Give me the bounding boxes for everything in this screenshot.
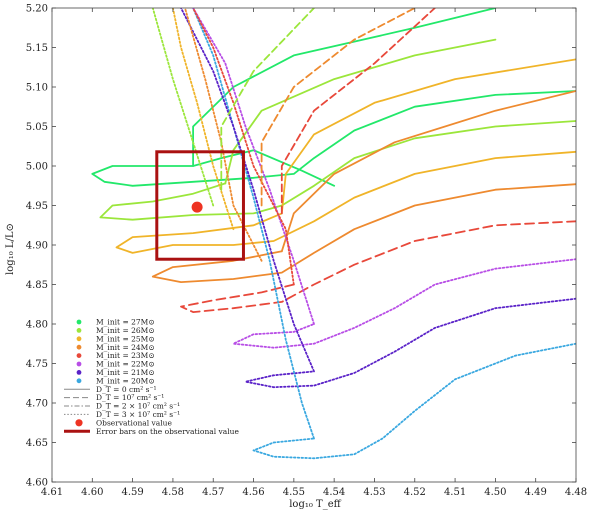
x-tick-label: 4.51 [444, 487, 466, 498]
legend-marker [76, 353, 82, 358]
series-line-26-solid2 [224, 38, 497, 185]
x-tick-label: 4.49 [525, 487, 547, 498]
series-line-23-dashed2 [280, 8, 436, 215]
x-tick-label: 4.57 [202, 487, 224, 498]
legend-entry-label: D_T = 2 × 10⁷ cm² s⁻¹ [96, 402, 180, 411]
legend-entry-label: D_T = 0 cm² s⁻¹ [96, 385, 157, 394]
y-tick-label: 4.60 [26, 478, 48, 489]
series-line-21-dotted [244, 297, 576, 389]
y-tick-label: 4.95 [26, 201, 48, 212]
series-line-26-dotted2 [151, 8, 215, 207]
series-line-24-dotted2 [184, 8, 263, 262]
x-axis-label: log₁₀ T_eff [289, 499, 341, 510]
legend-marker [76, 328, 82, 333]
series-line-25-dotted2 [172, 8, 235, 231]
y-tick-label: 5.10 [26, 83, 48, 94]
y-tick-label: 5.05 [26, 122, 48, 133]
legend-marker [76, 370, 82, 375]
x-tick-label: 4.52 [404, 487, 426, 498]
plot-area [91, 8, 576, 460]
series-line-23-dashed [180, 220, 576, 313]
legend-entry-label: M_init = 27M⊙ [96, 318, 155, 327]
y-tick-label: 4.70 [26, 399, 48, 410]
error-box [155, 150, 245, 261]
legend-entry-label: M_init = 20M⊙ [96, 376, 155, 385]
y-tick-label: 5.15 [26, 43, 48, 54]
legend-marker [76, 378, 82, 384]
legend-marker [76, 319, 82, 325]
y-tick-label: 4.80 [26, 320, 48, 331]
legend-marker [76, 344, 82, 350]
series-line-25-solid2 [280, 58, 576, 215]
legend-entry-label: Observational value [96, 418, 172, 427]
legend-entry-label: M_init = 25M⊙ [96, 334, 155, 343]
legend-entry-label: M_init = 26M⊙ [96, 326, 155, 335]
x-tick-label: 4.54 [323, 487, 345, 498]
legend-entry-label: M_init = 23M⊙ [96, 351, 155, 360]
y-tick-label: 4.65 [26, 438, 48, 449]
x-tick-label: 4.60 [81, 487, 103, 498]
series-line-27-solid2 [192, 8, 497, 167]
y-axis-label: log₁₀ L/L⊙ [5, 223, 16, 275]
series-line-20-dotted2 [192, 8, 315, 440]
legend-entry-label: Error bars on the observational value [96, 427, 239, 436]
legend-entry-label: M_init = 21M⊙ [96, 368, 155, 377]
x-tick-label: 4.55 [283, 487, 305, 498]
series-line-24-dashed2 [260, 8, 416, 207]
series-line-20-dotted [252, 342, 576, 460]
series-line-23-dotted2 [192, 8, 295, 286]
series-line-24-solid [151, 183, 576, 283]
x-tick-label: 4.50 [484, 487, 506, 498]
series-line-27-solid [91, 90, 576, 187]
legend-entry-label: M_init = 22M⊙ [96, 360, 155, 369]
series-line-22-dotted [232, 258, 576, 349]
y-tick-label: 5.00 [26, 162, 48, 173]
axes: 4.61 4.60 4.59 4.58 4.57 4.56 4.55 4.54 4.53 4.52… [26, 4, 587, 499]
series-line-26-solid [99, 120, 576, 221]
legend-entry-label: M_init = 24M⊙ [96, 343, 155, 352]
x-tick-label: 4.58 [162, 487, 184, 498]
series-line-24-solid2 [280, 90, 576, 253]
x-tick-label: 4.59 [121, 487, 143, 498]
legend-entry-label: D_T = 3 × 10⁷ cm² s⁻¹ [96, 410, 180, 419]
series-line-26-dashed2 [220, 8, 315, 191]
x-tick-label: 4.48 [565, 487, 587, 498]
legend-marker [76, 361, 82, 367]
y-tick-label: 4.85 [26, 280, 48, 291]
legend-entry-label: D_T = 10⁷ cm² s⁻¹ [96, 393, 164, 402]
series-line-22-dotted2 [192, 8, 315, 325]
series-line-25-solid [115, 150, 576, 254]
series-line-21-dotted2 [180, 8, 315, 373]
y-tick-label: 4.90 [26, 241, 48, 252]
x-tick-label: 4.61 [41, 487, 63, 498]
legend-marker [75, 419, 83, 427]
y-tick-label: 5.20 [26, 4, 48, 15]
legend-marker [76, 336, 82, 342]
x-tick-label: 4.53 [363, 487, 385, 498]
curves-group [91, 8, 576, 460]
x-tick-label: 4.56 [242, 487, 264, 498]
y-tick-label: 4.75 [26, 359, 48, 370]
legend: M_init = 27M⊙M_init = 26M⊙M_init = 25M⊙M… [64, 318, 239, 436]
observation-point [191, 201, 203, 213]
